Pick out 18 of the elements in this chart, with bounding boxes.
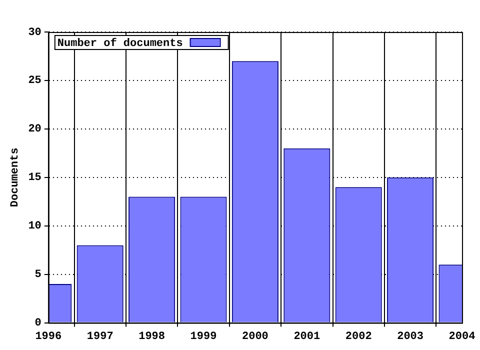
x-tick-label: 1998 bbox=[138, 331, 166, 344]
y-tick-label: 0 bbox=[34, 318, 42, 330]
x-tick-label: 2004 bbox=[448, 331, 476, 344]
x-tick-label: 1996 bbox=[35, 331, 62, 344]
x-tick-label: 2003 bbox=[397, 331, 424, 344]
y-tick-label: 20 bbox=[28, 124, 42, 136]
legend-label: Number of documents bbox=[57, 36, 183, 50]
y-axis-title: Documents bbox=[9, 148, 22, 208]
x-tick-label: 1999 bbox=[190, 331, 217, 344]
y-tick-label: 25 bbox=[28, 75, 42, 88]
y-tick-label: 30 bbox=[28, 26, 42, 39]
x-tick-label: 2000 bbox=[242, 331, 268, 344]
y-tick-label: 5 bbox=[34, 269, 42, 282]
y-tick-label: 15 bbox=[28, 172, 42, 184]
x-tick-label: 2002 bbox=[345, 331, 372, 344]
x-tick-label: 1997 bbox=[86, 331, 114, 344]
y-tick-label: 10 bbox=[28, 220, 42, 233]
x-tick-label: 2001 bbox=[294, 331, 320, 344]
